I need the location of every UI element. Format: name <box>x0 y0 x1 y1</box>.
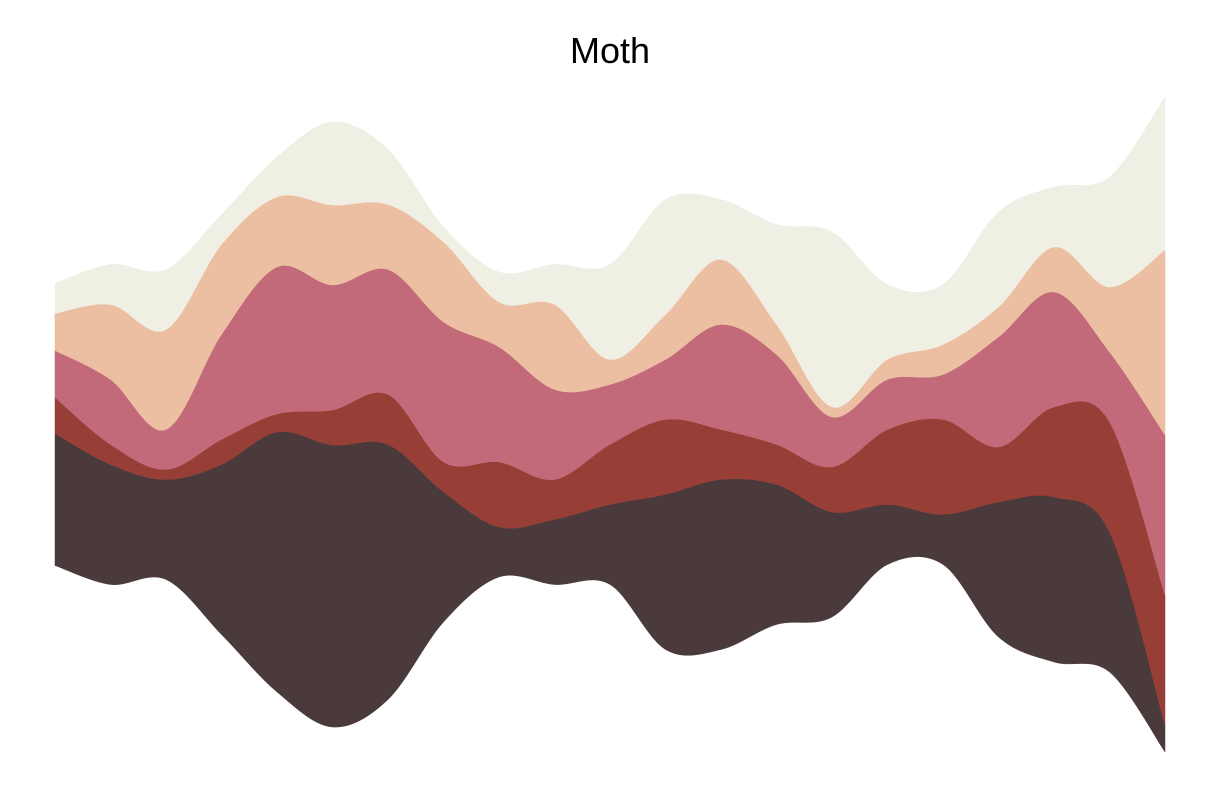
stream-area <box>54 96 1166 408</box>
chart-title: Moth <box>570 30 650 71</box>
